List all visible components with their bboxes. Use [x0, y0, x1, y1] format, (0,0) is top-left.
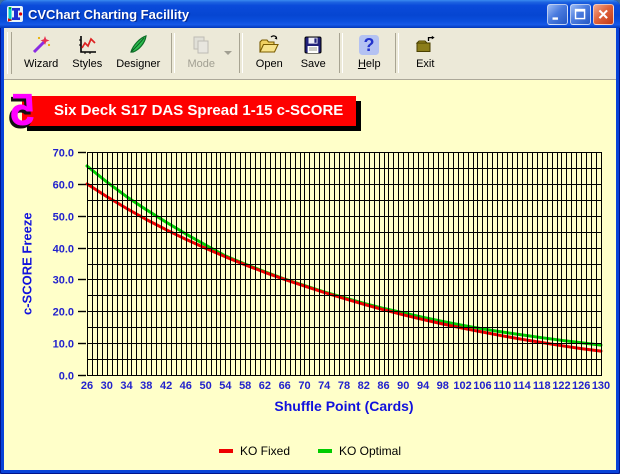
chart-client-area: 0.0 10.0 20.0 30.0 40.0 50.0 60.0 70.0 26 30 34 38 4…: [4, 80, 616, 470]
x-tick-label: 66: [279, 380, 291, 392]
x-tick-label: 110: [493, 380, 511, 392]
x-tick-label: 34: [120, 380, 133, 392]
toolbar-button-label: Designer: [116, 58, 161, 70]
x-axis-title: Shuffle Point (Cards): [274, 398, 414, 414]
toolbar-button-label: Exit: [416, 58, 435, 70]
y-tick-label: 50.0: [53, 212, 74, 224]
legend-label: KO Fixed: [239, 444, 290, 458]
x-tick-label: 30: [101, 380, 113, 392]
toolbar-button-label: Mode: [187, 58, 216, 70]
y-tick-label: 40.0: [53, 244, 74, 256]
exit-button[interactable]: Exit: [403, 31, 447, 75]
toolbar-button-label: Help: [357, 58, 381, 70]
mode-dropdown-arrow[interactable]: [221, 31, 235, 75]
help-button[interactable]: ? Help: [347, 31, 391, 75]
x-tick-label: 102: [453, 380, 471, 392]
x-tick-label: 106: [473, 380, 491, 392]
legend-swatch: [218, 449, 233, 453]
x-tick-label: 118: [533, 380, 551, 392]
minimize-button[interactable]: [547, 3, 568, 25]
x-tick-label: 54: [219, 380, 232, 392]
y-axis-title: c-SCORE Freeze: [19, 212, 35, 315]
legend-item: KO Optimal: [318, 444, 401, 458]
designer-button[interactable]: Designer: [109, 31, 167, 75]
plot-border: [87, 152, 602, 376]
toolbar-separator: [239, 33, 244, 73]
y-tick-label: 10.0: [53, 339, 74, 351]
copy-mode-icon: [190, 34, 212, 56]
x-tick-label: 74: [318, 380, 331, 392]
x-tick-label: 46: [180, 380, 192, 392]
y-tick-label: 0.0: [59, 371, 74, 383]
x-tick-label: 42: [160, 380, 172, 392]
x-tick-label: 70: [298, 380, 310, 392]
x-tick-label: 62: [259, 380, 271, 392]
chart-legend: KO Fixed KO Optimal: [4, 444, 616, 458]
chart-title-banner: 5 Six Deck S17 DAS Spread 1-15 c-SCORE: [10, 84, 357, 135]
x-tick-label: 98: [437, 380, 449, 392]
x-tick-label: 50: [199, 380, 211, 392]
save-button[interactable]: Save: [291, 31, 335, 75]
x-tick-label: 130: [592, 380, 610, 392]
banner-5-glyph: 5: [10, 84, 36, 135]
app-icon: [7, 6, 23, 22]
y-tick-label: 60.0: [53, 180, 74, 192]
x-tick-label: 114: [513, 380, 532, 392]
toolbar: Wizard Styles Designer Mode Open Save? Help Exi…: [4, 28, 616, 80]
x-tick-label: 26: [81, 380, 93, 392]
chart-styles-icon: [76, 34, 98, 56]
x-tick-label: 122: [552, 380, 570, 392]
toolbar-button-label: Open: [255, 58, 283, 70]
toolbar-separator: [395, 33, 400, 73]
x-tick-label: 38: [140, 380, 152, 392]
open-button[interactable]: Open: [247, 31, 291, 75]
y-tick-label: 20.0: [53, 307, 74, 319]
x-tick-label: 86: [377, 380, 389, 392]
chart-title-text: Six Deck S17 DAS Spread 1-15 c-SCORE: [54, 102, 344, 119]
y-tick-label: 70.0: [53, 148, 74, 160]
help-icon: ?: [358, 34, 380, 56]
toolbar-button-label: Styles: [72, 58, 103, 70]
close-button[interactable]: [593, 3, 614, 25]
y-tick-label: 30.0: [53, 275, 74, 287]
legend-swatch: [318, 449, 332, 453]
chart-canvas: 0.0 10.0 20.0 30.0 40.0 50.0 60.0 70.0 26 30 34 38 4…: [53, 148, 611, 393]
toolbar-gripper[interactable]: [7, 32, 12, 74]
open-folder-icon: [258, 34, 280, 56]
designer-pen-icon: [127, 34, 149, 56]
legend-item: KO Fixed: [218, 444, 290, 458]
magic-wand-icon: [30, 34, 52, 56]
mode-button[interactable]: Mode: [179, 31, 223, 75]
x-tick-label: 82: [358, 380, 370, 392]
toolbar-button-label: Save: [300, 58, 326, 70]
exit-icon: [414, 34, 436, 56]
x-tick-label: 94: [417, 380, 430, 392]
svg-text:?: ?: [364, 35, 375, 55]
toolbar-separator: [171, 33, 176, 73]
x-tick-label: 126: [572, 380, 590, 392]
title-bar[interactable]: CVChart Charting Facillity: [0, 0, 620, 28]
styles-button[interactable]: Styles: [65, 31, 109, 75]
toolbar-button-label: Wizard: [24, 58, 59, 70]
x-tick-label: 58: [239, 380, 251, 392]
x-tick-label: 90: [397, 380, 409, 392]
toolbar-separator: [339, 33, 344, 73]
wizard-button[interactable]: Wizard: [17, 31, 65, 75]
save-floppy-icon: [302, 34, 324, 56]
maximize-button[interactable]: [570, 3, 591, 25]
window-title: CVChart Charting Facillity: [28, 6, 190, 22]
x-tick-label: 78: [338, 380, 350, 392]
legend-label: KO Optimal: [339, 444, 402, 458]
